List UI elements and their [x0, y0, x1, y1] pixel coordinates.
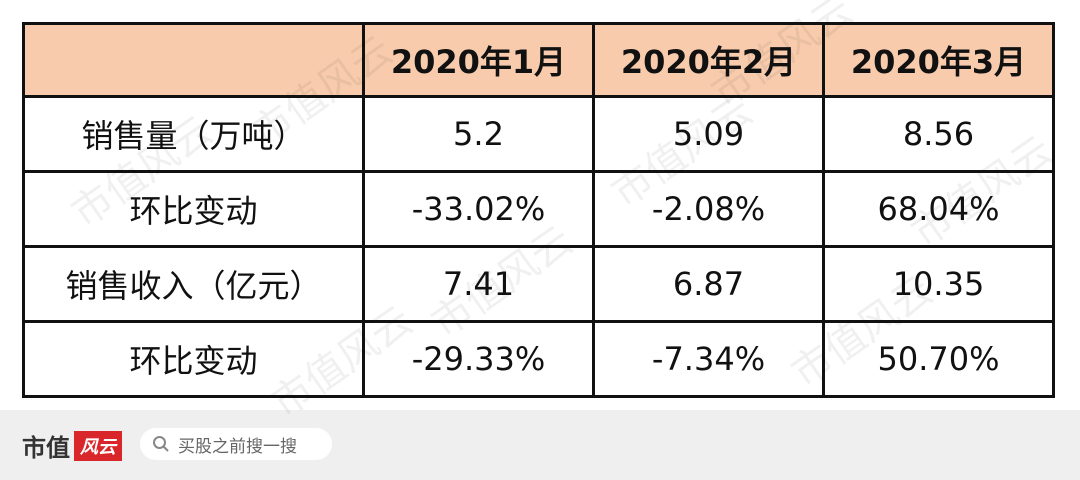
cell: 68.04% [822, 170, 1055, 248]
cell: 7.41 [362, 245, 595, 323]
row-label: 环比变动 [22, 320, 365, 398]
logo: 市值 风云 [22, 428, 122, 463]
data-table: 2020年1月 2020年2月 2020年3月 销售量（万吨） 5.2 5.09 8.56… [22, 22, 1055, 398]
cell: -7.34% [592, 320, 825, 398]
cell: -33.02% [362, 170, 595, 248]
table-row: 销售收入（亿元） 7.41 6.87 10.35 [22, 245, 1055, 323]
sheet: 2020年1月 2020年2月 2020年3月 销售量（万吨） 5.2 5.09 8.56… [0, 0, 1080, 427]
corner-cell [22, 22, 365, 98]
row-label: 销售收入（亿元） [22, 245, 365, 323]
table-row: 环比变动 -33.02% -2.08% 68.04% [22, 170, 1055, 248]
logo-text: 市值 [22, 434, 70, 462]
search-icon [153, 436, 169, 452]
column-header: 2020年2月 [592, 22, 825, 98]
column-header: 2020年3月 [822, 22, 1055, 98]
cell: 6.87 [592, 245, 825, 323]
column-header: 2020年1月 [362, 22, 595, 98]
cell: 5.09 [592, 95, 825, 173]
logo-badge: 风云 [74, 430, 122, 461]
search-box[interactable]: 买股之前搜一搜 [140, 428, 332, 460]
row-label: 环比变动 [22, 170, 365, 248]
header-row: 2020年1月 2020年2月 2020年3月 [22, 22, 1055, 98]
cell: 8.56 [822, 95, 1055, 173]
cell: 5.2 [362, 95, 595, 173]
table-row: 环比变动 -29.33% -7.34% 50.70% [22, 320, 1055, 398]
cell: -29.33% [362, 320, 595, 398]
row-label: 销售量（万吨） [22, 95, 365, 173]
cell: 50.70% [822, 320, 1055, 398]
search-placeholder: 买股之前搜一搜 [178, 436, 297, 457]
table-row: 销售量（万吨） 5.2 5.09 8.56 [22, 95, 1055, 173]
cell: 10.35 [822, 245, 1055, 323]
cell: -2.08% [592, 170, 825, 248]
